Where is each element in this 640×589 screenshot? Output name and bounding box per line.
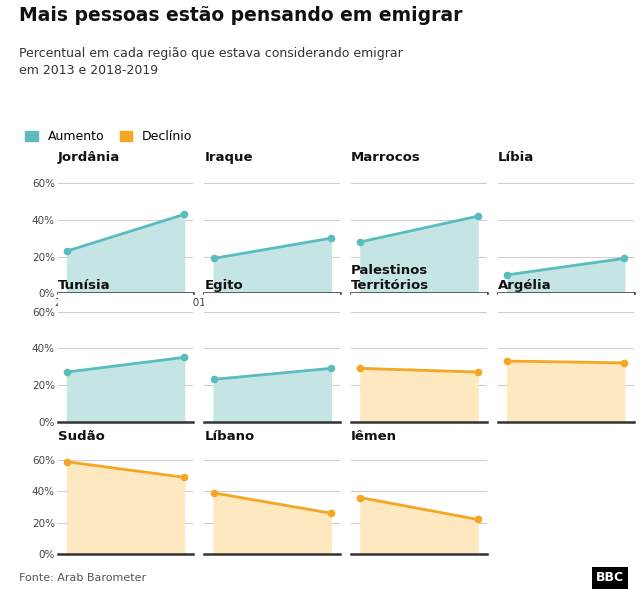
Text: Sudão: Sudão xyxy=(58,431,104,444)
Text: Percentual em cada região que estava considerando emigrar
em 2013 e 2018-2019: Percentual em cada região que estava con… xyxy=(19,47,403,77)
Text: Fonte: Arab Barometer: Fonte: Arab Barometer xyxy=(19,573,147,583)
Legend: Aumento, Declínio: Aumento, Declínio xyxy=(26,130,193,143)
Text: Egito: Egito xyxy=(204,279,243,292)
Text: Líbia: Líbia xyxy=(498,151,534,164)
Text: Mais pessoas estão pensando em emigrar: Mais pessoas estão pensando em emigrar xyxy=(19,6,463,25)
Text: Iêmen: Iêmen xyxy=(351,431,397,444)
Text: Líbano: Líbano xyxy=(204,431,255,444)
Text: Marrocos: Marrocos xyxy=(351,151,420,164)
Text: Jordânia: Jordânia xyxy=(58,151,120,164)
Text: Iraque: Iraque xyxy=(204,151,253,164)
Text: BBC: BBC xyxy=(596,571,624,584)
Text: Palestinos
Territórios: Palestinos Territórios xyxy=(351,264,429,292)
Text: Tunísia: Tunísia xyxy=(58,279,110,292)
Text: Argélia: Argélia xyxy=(498,279,552,292)
